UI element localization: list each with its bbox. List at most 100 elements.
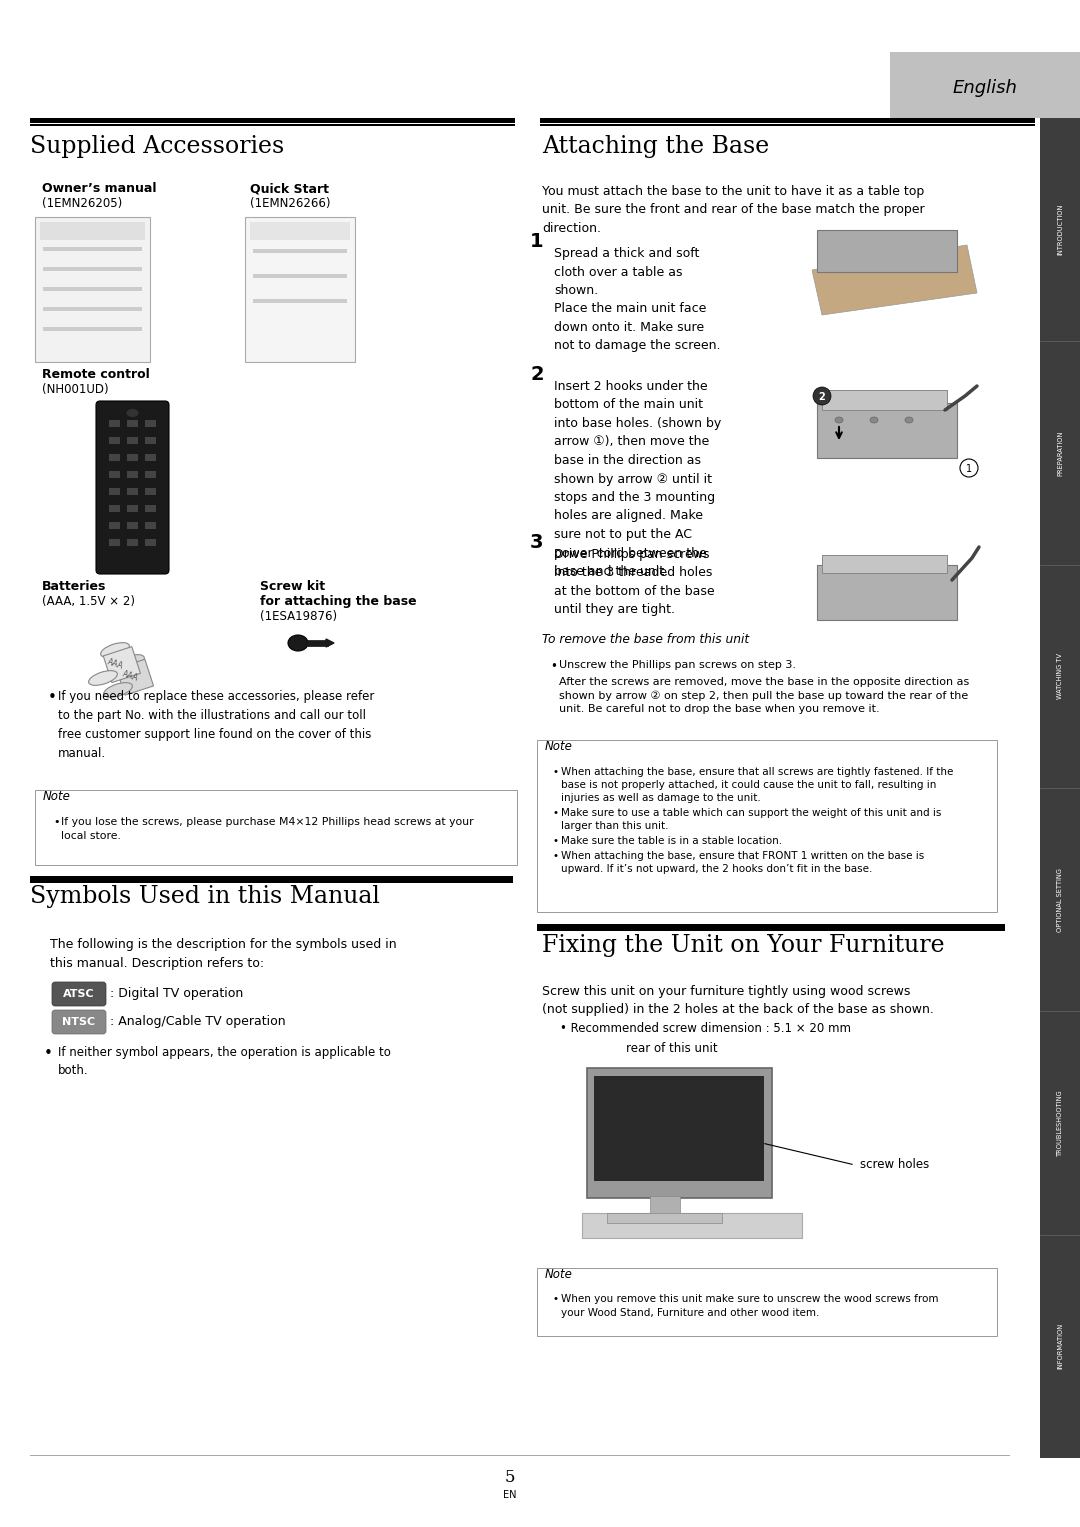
Text: : Analog/Cable TV operation: : Analog/Cable TV operation bbox=[110, 1015, 285, 1029]
Bar bbox=[253, 299, 347, 302]
Text: Fixing the Unit on Your Furniture: Fixing the Unit on Your Furniture bbox=[542, 935, 945, 957]
Text: If neither symbol appears, the operation is applicable to
both.: If neither symbol appears, the operation… bbox=[58, 1046, 391, 1078]
Ellipse shape bbox=[104, 683, 133, 698]
Bar bbox=[537, 924, 1005, 928]
Bar bbox=[816, 565, 957, 620]
Bar bbox=[145, 437, 156, 444]
FancyBboxPatch shape bbox=[52, 982, 106, 1006]
Text: (1ESA19876): (1ESA19876) bbox=[260, 609, 337, 623]
Text: Screw kit: Screw kit bbox=[260, 580, 325, 592]
Bar bbox=[30, 881, 513, 883]
Bar bbox=[540, 118, 1035, 124]
Text: PREPARATION: PREPARATION bbox=[1057, 431, 1063, 476]
Bar bbox=[127, 420, 138, 428]
Bar bbox=[109, 539, 120, 547]
Bar bbox=[816, 403, 957, 458]
Text: Spread a thick and soft
cloth over a table as
shown.
Place the main unit face
do: Spread a thick and soft cloth over a tab… bbox=[554, 247, 720, 353]
Bar bbox=[43, 247, 141, 250]
Bar bbox=[109, 489, 120, 495]
Bar bbox=[127, 437, 138, 444]
Text: You must attach the base to the unit to have it as a table top
unit. Be sure the: You must attach the base to the unit to … bbox=[542, 185, 924, 235]
Bar bbox=[43, 267, 141, 270]
Text: screw holes: screw holes bbox=[860, 1159, 929, 1171]
Bar bbox=[540, 124, 1035, 127]
Text: Owner’s manual: Owner’s manual bbox=[42, 182, 157, 195]
Bar bbox=[594, 1077, 764, 1180]
Text: If you need to replace these accessories, please refer
to the part No. with the : If you need to replace these accessories… bbox=[58, 690, 375, 760]
Bar bbox=[145, 489, 156, 495]
Ellipse shape bbox=[89, 670, 118, 686]
Bar bbox=[890, 52, 1080, 118]
Text: for attaching the base: for attaching the base bbox=[260, 596, 417, 608]
Text: Note: Note bbox=[545, 1267, 572, 1281]
Text: INFORMATION: INFORMATION bbox=[1057, 1324, 1063, 1370]
Text: OPTIONAL SETTING: OPTIONAL SETTING bbox=[1057, 867, 1063, 931]
Bar bbox=[127, 505, 138, 512]
Text: When you remove this unit make sure to unscrew the wood screws from
your Wood St: When you remove this unit make sure to u… bbox=[561, 1293, 939, 1318]
Text: INTRODUCTION: INTRODUCTION bbox=[1057, 205, 1063, 255]
Ellipse shape bbox=[813, 386, 831, 405]
Text: WATCHING TV: WATCHING TV bbox=[1057, 654, 1063, 699]
Text: Batteries: Batteries bbox=[42, 580, 106, 592]
Bar bbox=[537, 1267, 997, 1336]
Ellipse shape bbox=[288, 635, 308, 651]
Text: AAA: AAA bbox=[121, 669, 139, 683]
Text: When attaching the base, ensure that FRONT 1 written on the base is
upward. If i: When attaching the base, ensure that FRO… bbox=[561, 851, 924, 873]
Text: •: • bbox=[553, 835, 559, 846]
FancyBboxPatch shape bbox=[52, 1009, 106, 1034]
Bar bbox=[582, 1212, 802, 1238]
Polygon shape bbox=[812, 244, 977, 315]
Bar bbox=[306, 640, 328, 646]
Bar bbox=[109, 522, 120, 528]
Text: •: • bbox=[553, 767, 559, 777]
Bar bbox=[127, 522, 138, 528]
Text: The following is the description for the symbols used in
this manual. Descriptio: The following is the description for the… bbox=[50, 938, 396, 970]
Bar bbox=[127, 454, 138, 461]
Bar bbox=[245, 217, 355, 362]
Bar bbox=[253, 249, 347, 253]
Bar bbox=[127, 539, 138, 547]
Bar bbox=[145, 470, 156, 478]
Bar bbox=[537, 928, 1005, 931]
Text: •: • bbox=[48, 690, 57, 705]
Bar bbox=[607, 1212, 723, 1223]
Text: •: • bbox=[53, 817, 59, 828]
Text: AAA: AAA bbox=[106, 657, 124, 670]
Bar bbox=[43, 327, 141, 331]
Bar bbox=[145, 522, 156, 528]
Bar bbox=[145, 505, 156, 512]
Ellipse shape bbox=[100, 643, 130, 657]
Bar bbox=[127, 470, 138, 478]
Text: (1EMN26266): (1EMN26266) bbox=[249, 197, 330, 211]
FancyBboxPatch shape bbox=[96, 402, 168, 574]
Bar bbox=[30, 124, 515, 127]
Text: (AAA, 1.5V × 2): (AAA, 1.5V × 2) bbox=[42, 596, 135, 608]
Text: •: • bbox=[553, 808, 559, 817]
Text: (1EMN26205): (1EMN26205) bbox=[42, 197, 122, 211]
Bar bbox=[816, 231, 957, 272]
Bar bbox=[35, 789, 517, 864]
Text: 2: 2 bbox=[819, 392, 825, 402]
Bar bbox=[1040, 118, 1080, 1458]
Bar bbox=[109, 470, 120, 478]
Text: Unscrew the Phillips pan screws on step 3.: Unscrew the Phillips pan screws on step … bbox=[559, 660, 796, 670]
Text: TROUBLESHOOTING: TROUBLESHOOTING bbox=[1057, 1090, 1063, 1156]
Ellipse shape bbox=[835, 417, 843, 423]
Bar bbox=[822, 389, 947, 411]
Text: (NH001UD): (NH001UD) bbox=[42, 383, 109, 395]
Text: Insert 2 hooks under the
bottom of the main unit
into base holes. (shown by
arro: Insert 2 hooks under the bottom of the m… bbox=[554, 380, 721, 579]
Text: 2: 2 bbox=[530, 365, 543, 383]
Text: •: • bbox=[553, 1293, 559, 1304]
Bar bbox=[30, 876, 513, 881]
Text: EN: EN bbox=[503, 1490, 516, 1500]
Text: NTSC: NTSC bbox=[63, 1017, 95, 1028]
Text: : Digital TV operation: : Digital TV operation bbox=[110, 988, 243, 1000]
Text: 5: 5 bbox=[504, 1469, 515, 1486]
Text: Supplied Accessories: Supplied Accessories bbox=[30, 134, 284, 157]
Text: • Recommended screw dimension : 5.1 × 20 mm: • Recommended screw dimension : 5.1 × 20… bbox=[561, 1022, 851, 1035]
Ellipse shape bbox=[126, 409, 138, 417]
Text: •: • bbox=[553, 851, 559, 861]
Text: Drive Phillips pan screws
into the 3 threaded holes
at the bottom of the base
un: Drive Phillips pan screws into the 3 thr… bbox=[554, 548, 715, 617]
Bar bbox=[35, 217, 150, 362]
Ellipse shape bbox=[960, 460, 978, 476]
